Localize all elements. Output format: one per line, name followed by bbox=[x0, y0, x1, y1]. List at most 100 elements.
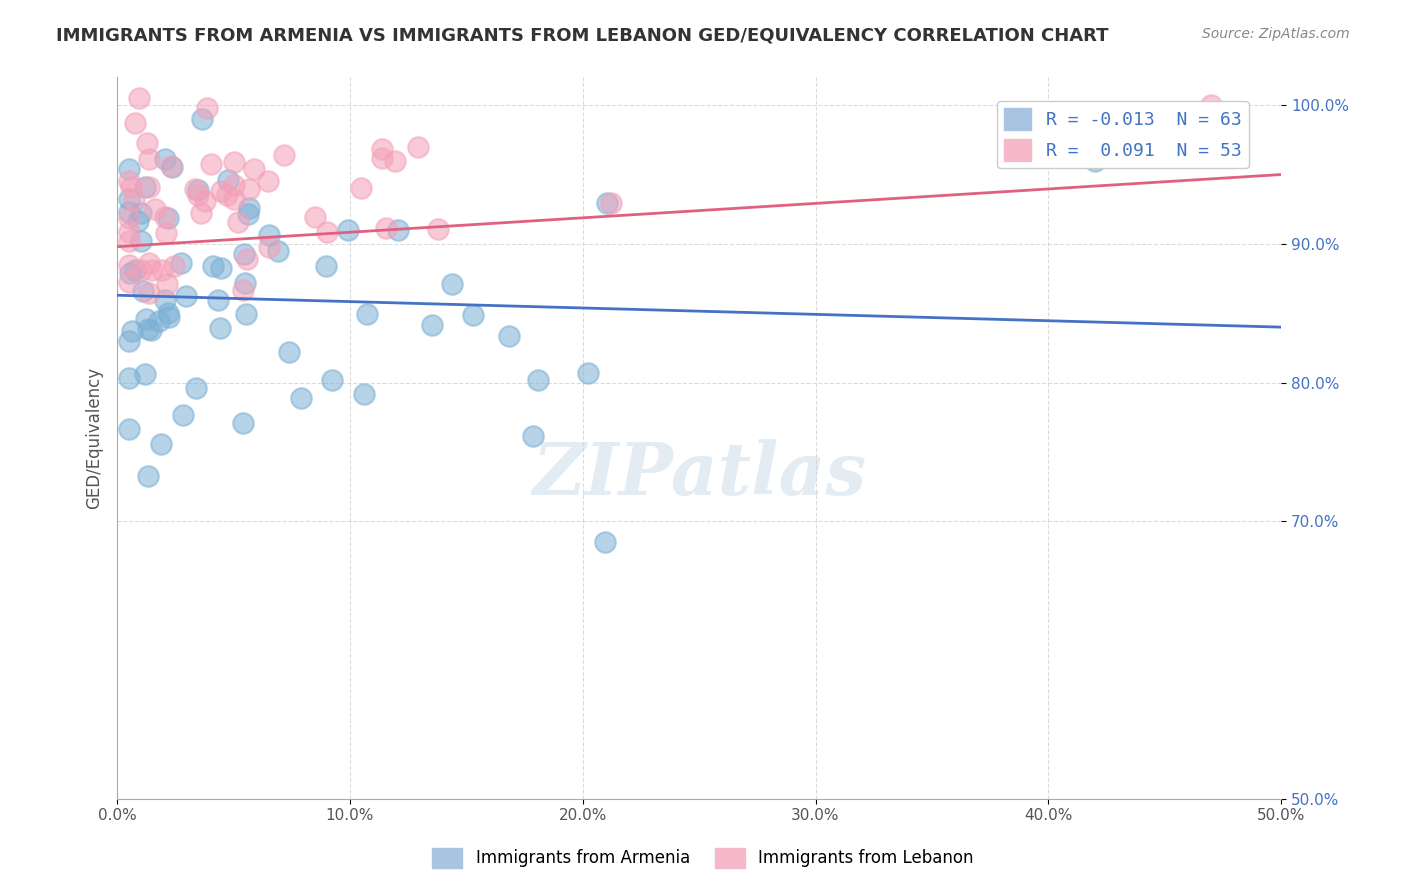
Point bbox=[595, 196, 617, 211]
Point bbox=[233, 247, 256, 261]
Point bbox=[316, 225, 339, 239]
Point bbox=[235, 307, 257, 321]
Point bbox=[138, 153, 160, 167]
Point bbox=[159, 159, 181, 173]
Point bbox=[139, 323, 162, 337]
Point bbox=[118, 276, 141, 290]
Point bbox=[600, 196, 623, 211]
Point bbox=[136, 468, 159, 483]
Point bbox=[141, 263, 163, 277]
Point bbox=[155, 152, 177, 166]
Point bbox=[118, 422, 141, 436]
Point bbox=[406, 140, 429, 154]
Point bbox=[184, 181, 207, 195]
Point bbox=[315, 259, 337, 273]
Point bbox=[257, 239, 280, 253]
Point bbox=[129, 263, 152, 277]
Point bbox=[1199, 98, 1222, 112]
Point bbox=[127, 214, 149, 228]
Point bbox=[132, 285, 155, 299]
Point bbox=[121, 324, 143, 338]
Point bbox=[304, 210, 326, 224]
Point bbox=[118, 234, 141, 248]
Point bbox=[371, 152, 394, 166]
Point bbox=[118, 371, 141, 385]
Point bbox=[136, 136, 159, 151]
Point bbox=[257, 227, 280, 242]
Point bbox=[150, 437, 173, 451]
Point bbox=[290, 391, 312, 405]
Point bbox=[238, 201, 260, 215]
Point bbox=[526, 374, 548, 388]
Point bbox=[118, 205, 141, 219]
Point bbox=[138, 180, 160, 194]
Point bbox=[371, 142, 394, 156]
Point bbox=[498, 329, 520, 343]
Legend: Immigrants from Armenia, Immigrants from Lebanon: Immigrants from Armenia, Immigrants from… bbox=[426, 841, 980, 875]
Point bbox=[441, 277, 464, 291]
Point bbox=[150, 263, 173, 277]
Point bbox=[278, 345, 301, 359]
Point bbox=[232, 416, 254, 430]
Text: IMMIGRANTS FROM ARMENIA VS IMMIGRANTS FROM LEBANON GED/EQUIVALENCY CORRELATION C: IMMIGRANTS FROM ARMENIA VS IMMIGRANTS FR… bbox=[56, 27, 1109, 45]
Point bbox=[200, 157, 222, 171]
Point bbox=[174, 288, 197, 302]
Point bbox=[387, 223, 409, 237]
Point bbox=[155, 211, 177, 225]
Point bbox=[576, 366, 599, 380]
Point bbox=[420, 318, 443, 332]
Point bbox=[350, 180, 373, 194]
Point bbox=[336, 223, 359, 237]
Legend: R = -0.013  N = 63, R =  0.091  N = 53: R = -0.013 N = 63, R = 0.091 N = 53 bbox=[997, 101, 1249, 169]
Point bbox=[232, 283, 254, 297]
Point bbox=[257, 174, 280, 188]
Point bbox=[191, 112, 214, 126]
Point bbox=[273, 147, 295, 161]
Point bbox=[195, 101, 218, 115]
Point bbox=[148, 314, 170, 328]
Point bbox=[170, 256, 193, 270]
Point bbox=[593, 534, 616, 549]
Point bbox=[124, 193, 146, 207]
Point bbox=[160, 160, 183, 174]
Point bbox=[353, 387, 375, 401]
Point bbox=[124, 115, 146, 129]
Point bbox=[156, 211, 179, 226]
Point bbox=[120, 267, 142, 281]
Point bbox=[209, 260, 232, 275]
Text: ZIPatlas: ZIPatlas bbox=[531, 439, 866, 509]
Point bbox=[1084, 153, 1107, 168]
Point bbox=[135, 312, 157, 326]
Point bbox=[186, 381, 208, 395]
Point bbox=[143, 202, 166, 217]
Point bbox=[118, 334, 141, 348]
Point bbox=[155, 226, 177, 240]
Point bbox=[187, 188, 209, 202]
Point bbox=[136, 322, 159, 336]
Point bbox=[190, 206, 212, 220]
Point bbox=[129, 234, 152, 248]
Point bbox=[118, 258, 141, 272]
Point bbox=[172, 409, 194, 423]
Text: Source: ZipAtlas.com: Source: ZipAtlas.com bbox=[1202, 27, 1350, 41]
Point bbox=[156, 277, 179, 291]
Point bbox=[233, 276, 256, 290]
Point bbox=[236, 252, 259, 267]
Point bbox=[129, 206, 152, 220]
Point bbox=[321, 373, 343, 387]
Point bbox=[243, 162, 266, 177]
Point bbox=[267, 244, 290, 258]
Point bbox=[384, 154, 406, 169]
Point bbox=[118, 192, 141, 206]
Point bbox=[118, 211, 141, 225]
Point bbox=[187, 183, 209, 197]
Point bbox=[194, 194, 217, 209]
Point bbox=[157, 310, 180, 324]
Point bbox=[427, 221, 450, 235]
Point bbox=[118, 174, 141, 188]
Point bbox=[522, 429, 544, 443]
Point bbox=[356, 307, 378, 321]
Point bbox=[208, 320, 231, 334]
Point bbox=[138, 256, 160, 270]
Point bbox=[222, 178, 245, 192]
